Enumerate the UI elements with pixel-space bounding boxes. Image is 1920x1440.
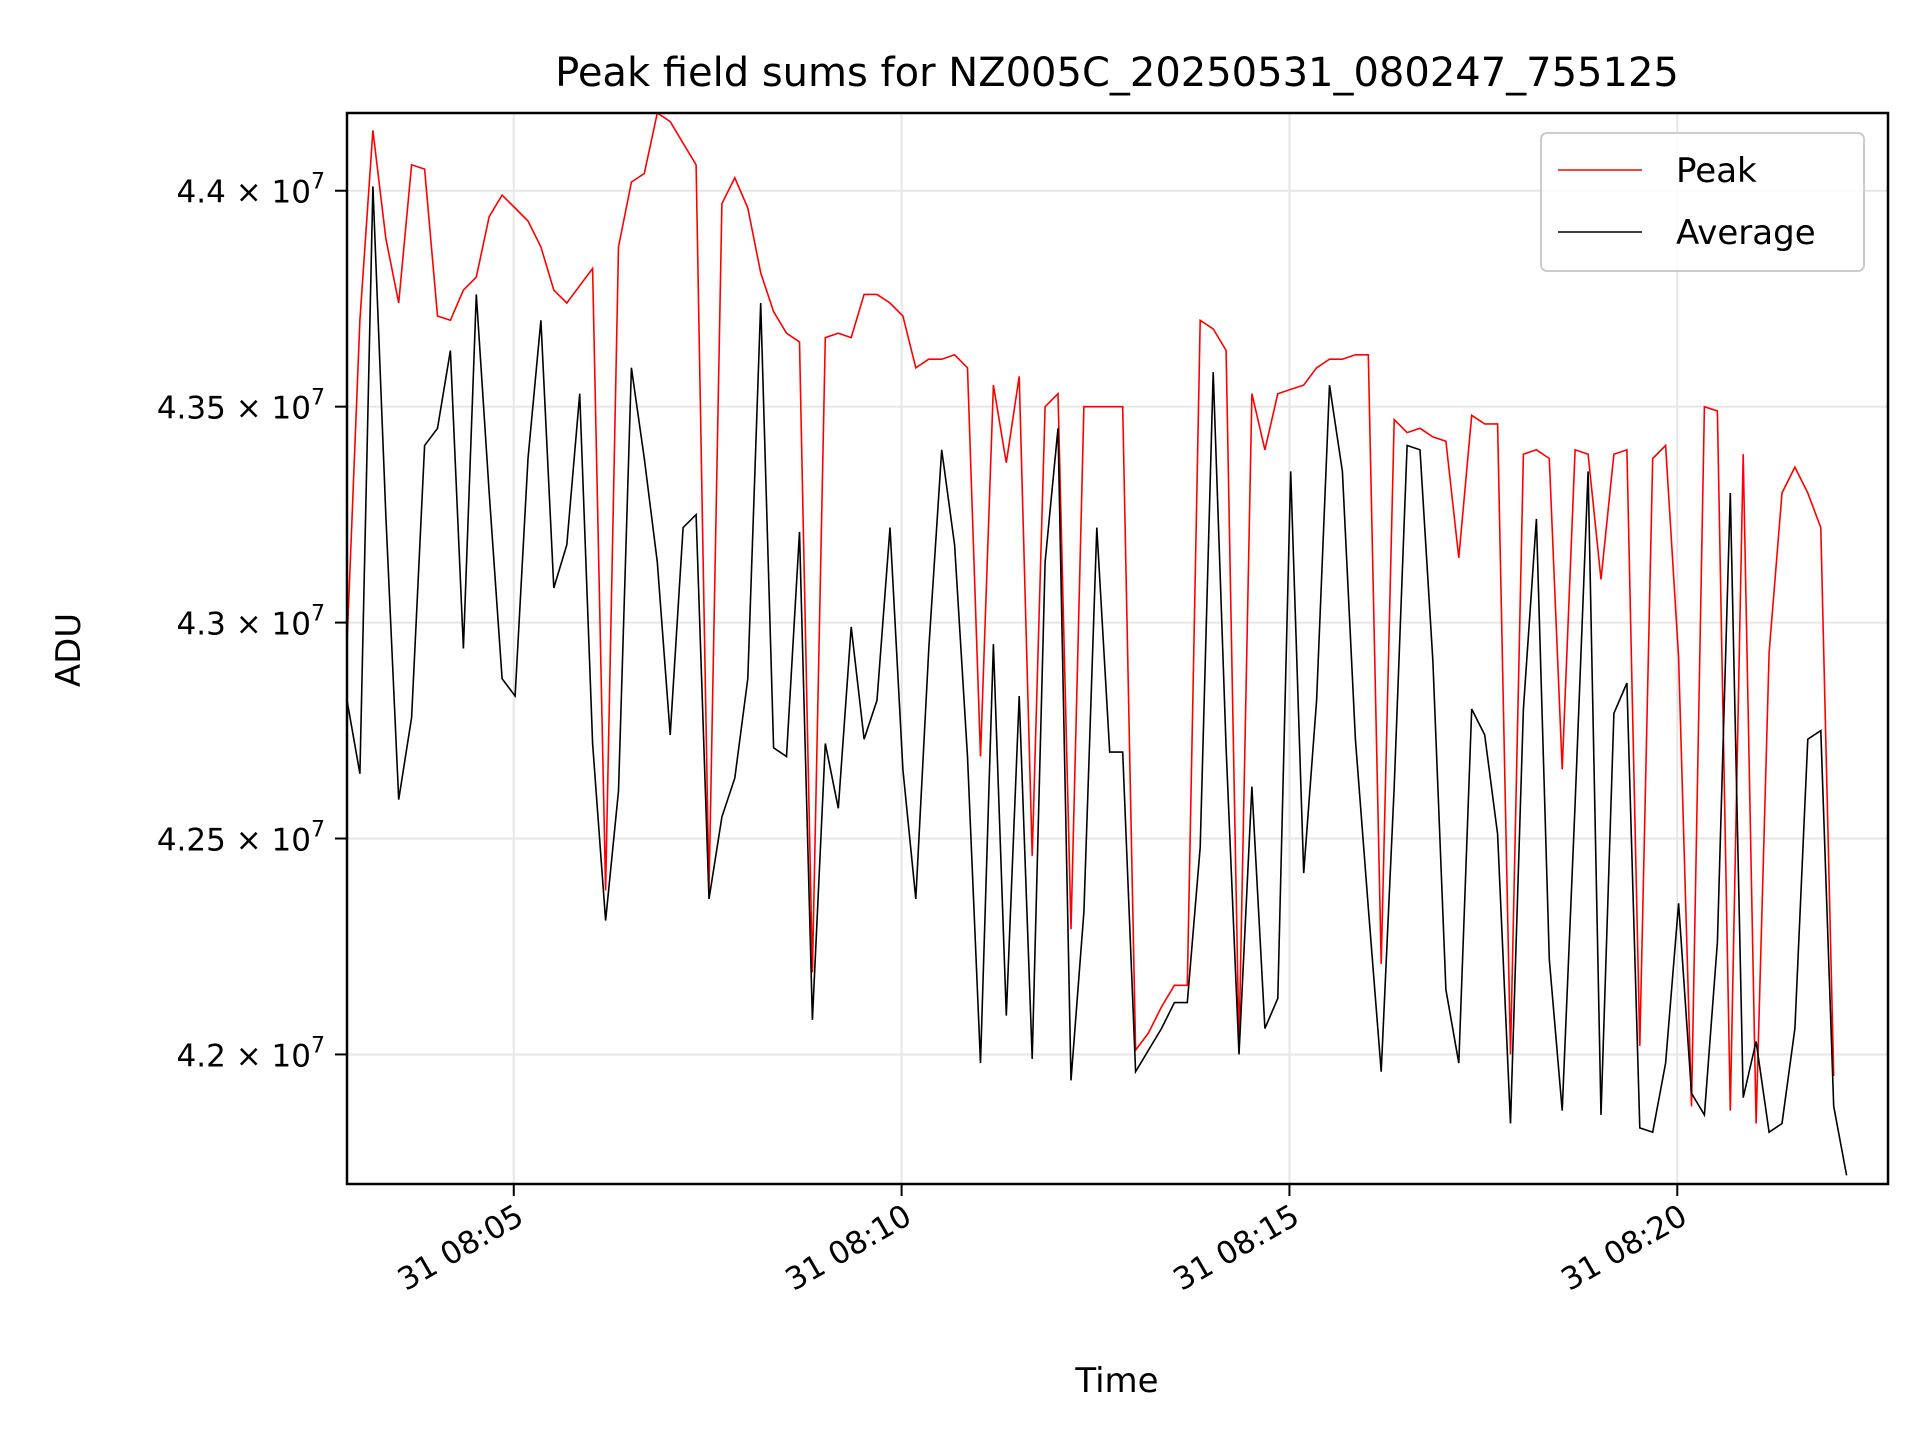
- y-tick-times: × 10: [226, 823, 311, 859]
- x-axis: 31 08:05 31 08:10 31 08:15 31 08:20: [392, 1184, 1693, 1298]
- y-tick-label: 4.4 × 107: [177, 170, 325, 211]
- y-tick-exponent: 7: [311, 602, 325, 627]
- y-tick-mantissa: 4.35: [157, 391, 226, 427]
- y-tick-exponent: 7: [311, 170, 325, 195]
- legend: Peak Average: [1540, 132, 1865, 272]
- y-tick-mantissa: 4.25: [157, 823, 226, 859]
- y-tick-label: 4.3 × 107: [177, 602, 325, 643]
- y-tick-mantissa: 4.4: [177, 175, 226, 211]
- x-axis-label: Time: [1074, 1361, 1158, 1401]
- legend-box: [1540, 132, 1865, 272]
- x-tick-label: 31 08:20: [1555, 1198, 1693, 1298]
- y-tick-times: × 10: [226, 1038, 311, 1074]
- legend-label-average: Average: [1676, 213, 1816, 253]
- y-tick-exponent: 7: [311, 386, 325, 411]
- y-tick-mantissa: 4.3: [177, 607, 226, 643]
- x-tick-label: 31 08:05: [392, 1198, 530, 1298]
- y-tick-exponent: 7: [311, 818, 325, 843]
- y-tick-times: × 10: [226, 391, 311, 427]
- y-tick-exponent: 7: [311, 1033, 325, 1058]
- y-tick-label: 4.2 × 107: [177, 1033, 325, 1074]
- x-tick-label: 31 08:10: [780, 1198, 918, 1298]
- legend-label-peak: Peak: [1676, 151, 1757, 191]
- y-tick-label: 4.35 × 107: [157, 386, 325, 427]
- y-axis-label: ADU: [49, 613, 89, 687]
- y-tick-mantissa: 4.2: [177, 1038, 226, 1074]
- series-line-average: [347, 186, 1848, 1176]
- x-tick-label: 31 08:15: [1167, 1198, 1305, 1298]
- series-layer: [347, 113, 1848, 1176]
- plot-frame: [345, 111, 1890, 1186]
- series-line-peak: [347, 113, 1835, 1124]
- chart-title: Peak field sums for NZ005C_20250531_0802…: [555, 50, 1679, 96]
- y-tick-times: × 10: [226, 607, 311, 643]
- y-tick-times: × 10: [226, 175, 311, 211]
- y-tick-label: 4.25 × 107: [157, 818, 325, 859]
- grid: [347, 113, 1888, 1184]
